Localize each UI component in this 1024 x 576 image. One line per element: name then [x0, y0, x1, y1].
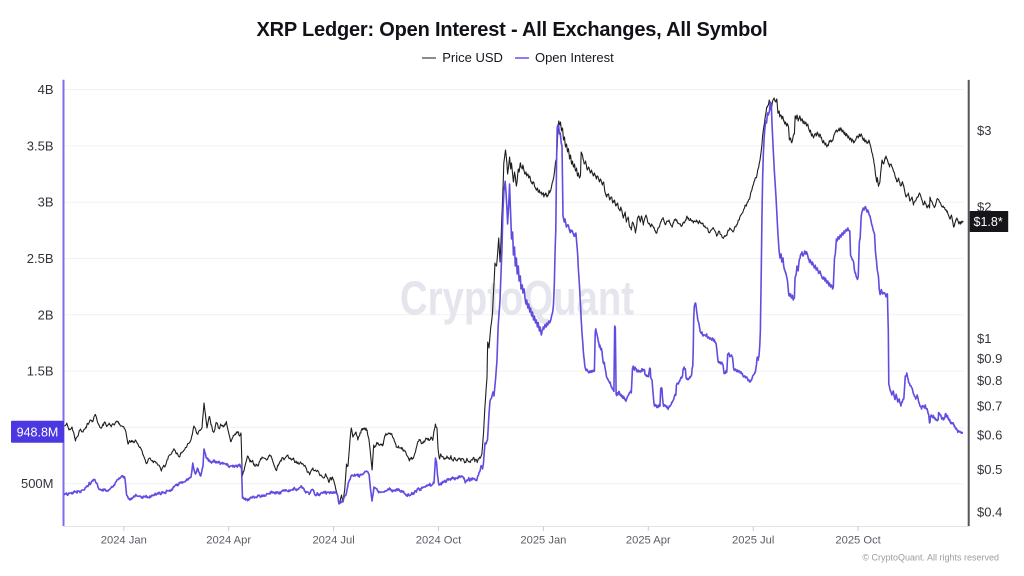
svg-text:3B: 3B — [38, 195, 54, 210]
svg-text:2025 Oct: 2025 Oct — [835, 535, 881, 547]
svg-text:$3: $3 — [977, 123, 991, 138]
svg-text:$1: $1 — [977, 331, 991, 346]
svg-text:1.5B: 1.5B — [27, 364, 54, 379]
svg-text:4B: 4B — [38, 82, 54, 97]
svg-text:2025 Jan: 2025 Jan — [520, 535, 566, 547]
svg-text:$0.6: $0.6 — [977, 428, 1002, 443]
svg-text:$1.8*: $1.8* — [974, 215, 1003, 229]
svg-text:500M: 500M — [21, 476, 54, 491]
svg-text:2025 Apr: 2025 Apr — [626, 535, 671, 547]
svg-text:2024 Jul: 2024 Jul — [312, 535, 354, 547]
svg-text:3.5B: 3.5B — [27, 138, 54, 153]
svg-text:2024 Jan: 2024 Jan — [101, 535, 147, 547]
svg-text:$0.4: $0.4 — [977, 504, 1002, 519]
svg-text:2024 Oct: 2024 Oct — [416, 535, 462, 547]
svg-text:CryptoQuant: CryptoQuant — [400, 273, 634, 326]
svg-text:2024 Apr: 2024 Apr — [206, 535, 251, 547]
svg-text:2B: 2B — [38, 307, 54, 322]
svg-text:$0.8: $0.8 — [977, 373, 1002, 388]
svg-text:948.8M: 948.8M — [17, 425, 59, 439]
svg-text:2025 Jul: 2025 Jul — [732, 535, 774, 547]
svg-text:2.5B: 2.5B — [27, 251, 54, 266]
svg-text:© CryptoQuant. All rights rese: © CryptoQuant. All rights reserved — [862, 553, 999, 563]
svg-text:$0.7: $0.7 — [977, 398, 1002, 413]
svg-text:$0.9: $0.9 — [977, 351, 1002, 366]
svg-text:$0.5: $0.5 — [977, 462, 1002, 477]
svg-text:$2: $2 — [977, 200, 991, 215]
